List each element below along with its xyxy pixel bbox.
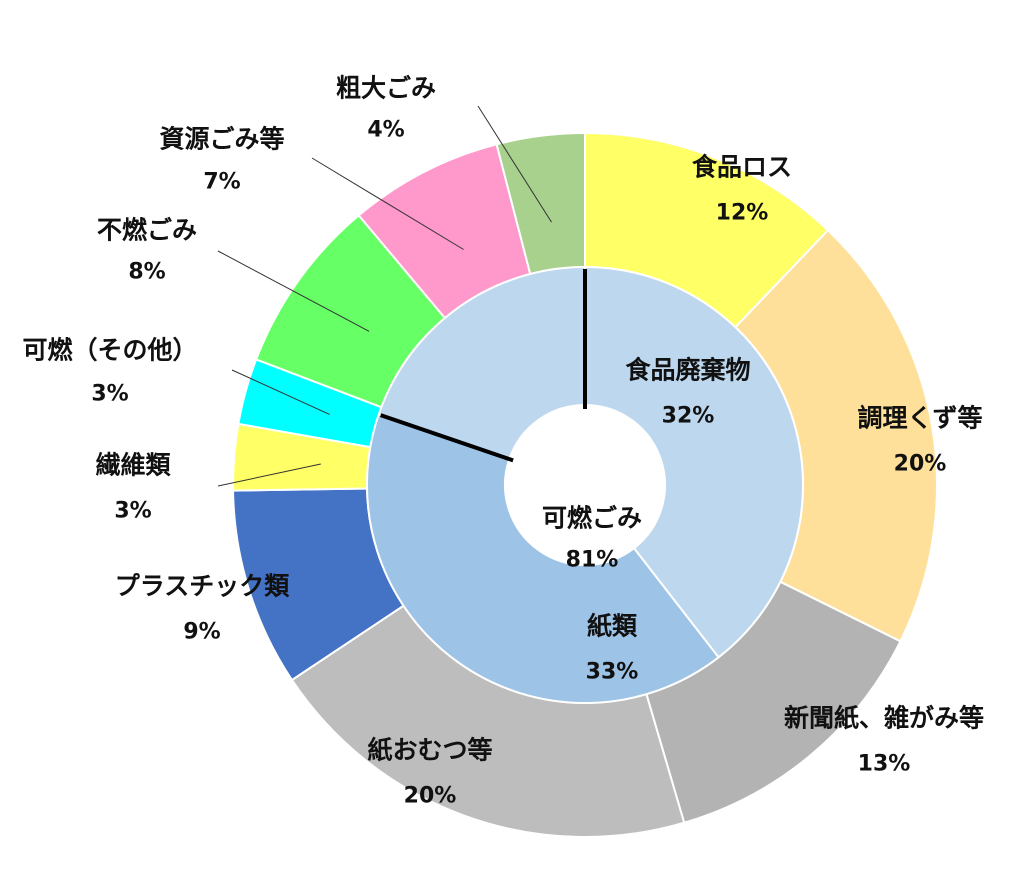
outer-label-value-6: 3% xyxy=(91,382,128,407)
leader-line-6 xyxy=(231,369,330,415)
outer-label-value-1: 20% xyxy=(894,452,947,477)
leader-line-8 xyxy=(311,157,464,250)
outer-label-value-5: 3% xyxy=(114,499,151,524)
outer-label-value-3: 20% xyxy=(404,784,457,809)
center-label-name: 可燃ごみ xyxy=(542,504,642,533)
leader-line-5 xyxy=(217,463,321,487)
outer-label-name-2: 新聞紙、雑がみ等 xyxy=(784,704,984,733)
outer-ring xyxy=(232,131,938,838)
outer-label-value-9: 4% xyxy=(367,118,404,143)
outer-label-name-5: 繊維類 xyxy=(95,451,171,480)
leader-lines xyxy=(217,105,552,487)
inner-label-value-1: 33% xyxy=(586,660,639,685)
outer-label-name-4: プラスチック類 xyxy=(115,572,291,601)
slice-labels: 食品ロス 12% 調理くず等 20% 新聞紙、雑がみ等 13% 紙おむつ等 20% プラスチック… xyxy=(22,74,984,809)
outer-label-value-0: 12% xyxy=(716,201,769,226)
group-separators xyxy=(379,269,587,463)
outer-label-value-2: 13% xyxy=(858,752,911,777)
center-label: 可燃ごみ 81% xyxy=(542,504,642,573)
outer-label-name-3: 紙おむつ等 xyxy=(367,736,492,765)
leader-line-9 xyxy=(477,105,552,223)
group-separator-line-0 xyxy=(379,413,514,463)
leader-line-7 xyxy=(217,250,370,332)
outer-label-name-8: 資源ごみ等 xyxy=(159,125,284,154)
outer-label-name-6: 可燃（その他） xyxy=(22,336,197,365)
inner-ring xyxy=(366,265,805,704)
outer-label-name-1: 調理くず等 xyxy=(857,404,982,433)
outer-label-name-9: 粗大ごみ xyxy=(336,74,436,103)
outer-label-value-7: 8% xyxy=(128,260,165,285)
inner-slice-0 xyxy=(584,265,805,659)
inner-label-name-1: 紙類 xyxy=(587,612,638,641)
inner-slice-1 xyxy=(366,413,720,704)
outer-label-name-0: 食品ロス xyxy=(692,153,792,182)
inner-slice-2 xyxy=(377,265,586,461)
inner-label-value-0: 32% xyxy=(662,404,715,429)
inner-label-name-0: 食品廃棄物 xyxy=(625,356,750,385)
outer-label-value-8: 7% xyxy=(203,170,240,195)
outer-label-name-7: 不燃ごみ xyxy=(97,216,197,245)
outer-label-value-4: 9% xyxy=(183,620,220,645)
center-label-value: 81% xyxy=(566,548,619,573)
